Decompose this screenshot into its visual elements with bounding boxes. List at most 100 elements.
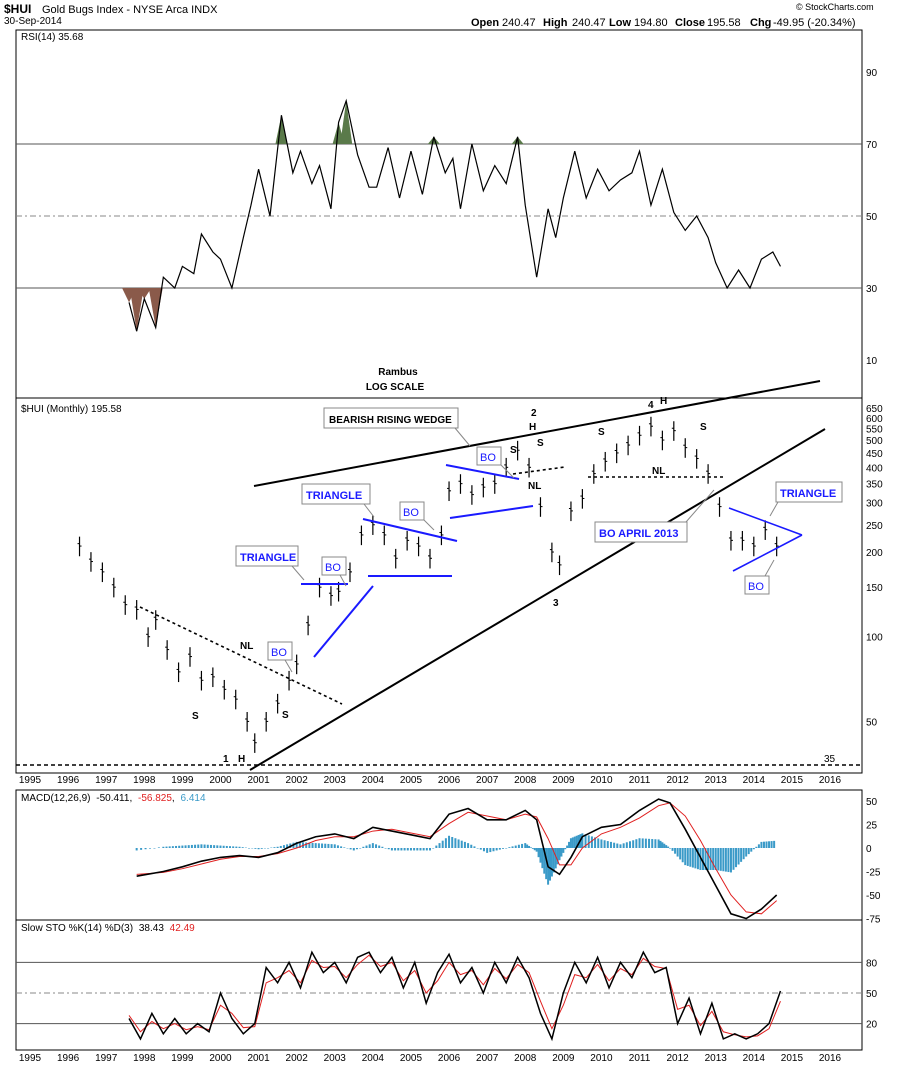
index-name: Gold Bugs Index - NYSE Arca INDX xyxy=(42,4,218,16)
macd-histogram-bar xyxy=(451,837,454,848)
macd-tick-label: 50 xyxy=(866,797,878,808)
macd-histogram-bar xyxy=(206,844,209,848)
macd-histogram-bar xyxy=(552,848,555,873)
x-tick-label: 2007 xyxy=(476,1053,499,1064)
macd-histogram-bar xyxy=(632,840,635,848)
macd-histogram-bar xyxy=(594,837,597,848)
macd-histogram-bar xyxy=(368,844,371,848)
macd-histogram-bar xyxy=(768,841,771,848)
macd-histogram-bar xyxy=(560,848,563,857)
chg-label: Chg xyxy=(750,17,771,29)
rsi-tick-label: 10 xyxy=(866,356,878,367)
macd-histogram-bar xyxy=(144,848,147,850)
callout-triangle-2: TRIANGLE xyxy=(301,483,375,518)
macd-histogram-bar xyxy=(556,848,559,865)
close-label: Close xyxy=(675,17,705,29)
chart-title: Rambus xyxy=(378,367,418,378)
macd-legend-label: MACD(12,26,9) xyxy=(21,793,90,804)
macd-histogram-bar xyxy=(714,848,717,870)
macd-histogram-bar xyxy=(314,843,317,848)
macd-histogram-bar xyxy=(435,845,438,848)
macd-histogram-bar xyxy=(343,847,346,848)
macd-histogram-bar xyxy=(257,848,260,850)
macd-histogram-bar xyxy=(569,838,572,848)
macd-histogram-bar xyxy=(603,840,606,848)
macd-histogram-bar xyxy=(444,838,447,848)
macd-histogram-bar xyxy=(577,834,580,848)
macd-histogram-bar xyxy=(473,846,476,848)
chart-date: 30-Sep-2014 xyxy=(4,16,62,27)
x-tick-label: 2016 xyxy=(819,1053,842,1064)
wedge-upper-line xyxy=(253,380,821,487)
sto-k-value: 38.43 xyxy=(139,923,164,934)
rsi-line xyxy=(128,98,782,332)
svg-text:BO APRIL 2013: BO APRIL 2013 xyxy=(599,528,678,540)
macd-histogram-bar xyxy=(635,839,638,848)
macd-histogram-bar xyxy=(686,848,689,866)
macd-histogram-bar xyxy=(665,845,668,848)
macd-histogram-bar xyxy=(564,848,567,850)
triangle3-bottom xyxy=(732,534,803,572)
macd-histogram-bar xyxy=(740,848,743,862)
macd-histogram-bar xyxy=(684,848,687,866)
high-value: 240.47 xyxy=(572,17,606,29)
x-tick-label: 2000 xyxy=(209,1053,232,1064)
macd-histogram-bar xyxy=(165,846,168,848)
macd-histogram-bar xyxy=(175,845,178,848)
x-tick-label: 2002 xyxy=(286,775,309,786)
triangle2-top xyxy=(362,518,458,542)
x-tick-label: 1997 xyxy=(95,1053,118,1064)
macd-histogram-bar xyxy=(679,848,682,860)
macd-histogram-bar xyxy=(213,845,216,848)
x-axes: 1995 1996 1997 1998 1999 2000 2001 2002 2003 2004… xyxy=(19,775,842,1064)
sto-legend: Slow STO %K(14) %D(3) 38.43 42.49 xyxy=(21,923,195,934)
callout-bo-5: BO xyxy=(744,559,775,595)
x-tick-label: 2016 xyxy=(819,775,842,786)
triangle1-bottom xyxy=(313,585,374,658)
macd-histogram-bar xyxy=(689,848,692,867)
macd-histogram-bar xyxy=(651,839,654,848)
macd-histogram-bar xyxy=(638,838,641,848)
macd-histogram-bar xyxy=(587,835,590,848)
x-tick-label: 2003 xyxy=(324,775,347,786)
x-tick-label: 1998 xyxy=(133,775,156,786)
macd-histogram-bar xyxy=(644,838,647,848)
svg-text:BO: BO xyxy=(748,581,764,593)
macd-histogram-bar xyxy=(190,844,193,848)
macd-histogram-bar xyxy=(562,848,565,853)
macd-histogram-bar xyxy=(694,848,697,869)
callout-triangle-1: TRIANGLE xyxy=(235,545,305,581)
macd-histogram-bar xyxy=(498,848,501,850)
macd-histogram-bar xyxy=(773,840,776,848)
macd-histogram-bar xyxy=(333,844,336,848)
x-tick-label: 1999 xyxy=(171,1053,194,1064)
label-h-2: H xyxy=(529,422,536,433)
macd-histogram-bar xyxy=(712,848,715,870)
macd-histogram-bar xyxy=(575,835,578,848)
price-tick-label: 550 xyxy=(866,424,883,435)
macd-histogram-bar xyxy=(568,841,571,848)
macd-line xyxy=(136,798,778,920)
macd-histogram-bar xyxy=(387,848,390,850)
low-label: Low xyxy=(609,17,631,29)
sto-plot: 80 50 20 xyxy=(16,950,878,1042)
low-value: 194.80 xyxy=(634,17,668,29)
x-tick-label: 1997 xyxy=(95,775,118,786)
macd-value: -50.411 xyxy=(96,793,130,804)
macd-histogram-bar xyxy=(153,848,156,849)
svg-text:BO: BO xyxy=(403,507,419,519)
macd-histogram-bar xyxy=(327,843,330,848)
price-tick-label: 250 xyxy=(866,521,883,532)
chart-subtitle: LOG SCALE xyxy=(366,382,425,393)
macd-histogram-bar xyxy=(558,848,561,861)
macd-histogram-bar xyxy=(282,845,285,848)
macd-histogram-bar xyxy=(613,842,616,848)
macd-histogram-bar xyxy=(517,844,520,848)
macd-histogram-bar xyxy=(597,838,600,848)
svg-text:BEARISH RISING WEDGE: BEARISH RISING WEDGE xyxy=(329,415,452,426)
macd-histogram-bar xyxy=(375,844,378,848)
macd-histogram-bar xyxy=(573,836,576,848)
label-2: 2 xyxy=(531,408,537,419)
open-value: 240.47 xyxy=(502,17,536,29)
